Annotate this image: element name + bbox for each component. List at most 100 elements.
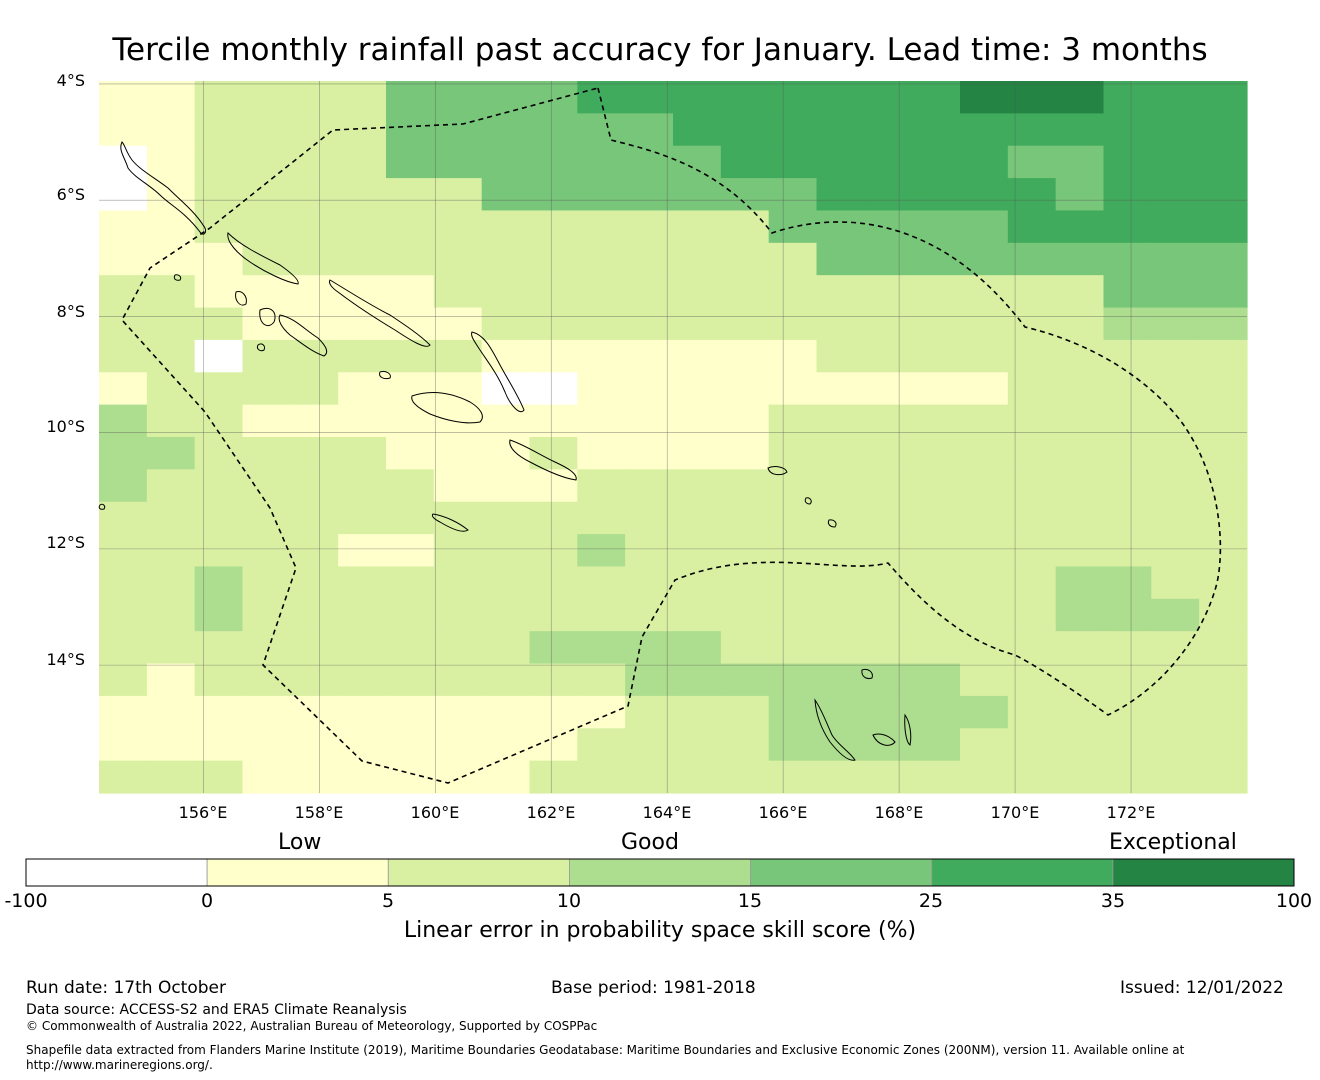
skill-cell	[481, 145, 531, 179]
skill-cell	[99, 113, 148, 147]
skill-cell	[1103, 501, 1152, 535]
skill-cell	[816, 404, 865, 438]
skill-cell	[912, 339, 961, 373]
skill-cell	[768, 663, 818, 697]
skill-cell	[1055, 566, 1105, 600]
skill-cell	[912, 275, 961, 309]
skill-cell	[1007, 404, 1057, 438]
skill-cell	[816, 113, 865, 147]
skill-cell	[1199, 695, 1248, 729]
skill-cell	[577, 339, 626, 373]
skill-cell	[816, 501, 865, 535]
skill-cell	[386, 404, 435, 438]
skill-cell	[1199, 339, 1248, 373]
skill-cell	[338, 760, 387, 794]
skill-cell	[242, 663, 291, 697]
skill-cell	[242, 695, 291, 729]
skill-cell	[338, 242, 387, 276]
skill-cell	[1199, 760, 1248, 794]
skill-cell	[338, 631, 387, 665]
skill-cell	[433, 566, 483, 600]
skill-cell	[864, 598, 913, 632]
skill-cell	[1103, 210, 1152, 244]
shapefile-url: http://www.marineregions.org/.	[26, 1058, 213, 1072]
skill-cell	[768, 695, 818, 729]
skill-cell	[386, 631, 435, 665]
skill-cell	[1199, 81, 1248, 114]
colorbar-segment	[25, 858, 208, 887]
skill-cell	[768, 631, 818, 665]
skill-cell	[625, 501, 674, 535]
data-source: Data source: ACCESS-S2 and ERA5 Climate …	[26, 1002, 407, 1018]
skill-cell	[386, 242, 435, 276]
skill-cell	[720, 178, 770, 212]
skill-cell	[864, 145, 913, 179]
skill-cell	[912, 534, 961, 568]
skill-cell	[242, 760, 291, 794]
lon-label-172e: 172°E	[1106, 803, 1156, 822]
skill-cell	[768, 728, 818, 762]
skill-cell	[481, 728, 531, 762]
skill-cell	[864, 275, 913, 309]
skill-cell	[242, 113, 291, 147]
skill-cell	[960, 501, 1009, 535]
skill-cell	[720, 598, 770, 632]
island-malakula	[872, 733, 896, 746]
skill-cell	[625, 566, 674, 600]
skill-cell	[529, 469, 578, 503]
skill-cell	[386, 663, 435, 697]
skill-cell	[99, 501, 148, 535]
skill-cell	[433, 307, 483, 341]
skill-cell	[625, 631, 674, 665]
skill-cell	[864, 501, 913, 535]
skill-cell	[1199, 598, 1248, 632]
skill-cell	[386, 598, 435, 632]
skill-cell	[912, 663, 961, 697]
colorbar-border	[25, 858, 1295, 887]
skill-cell	[577, 404, 626, 438]
skill-cell	[768, 760, 818, 794]
skill-cell	[720, 113, 770, 147]
skill-cell	[816, 663, 865, 697]
skill-cell	[1199, 534, 1248, 568]
skill-cell	[1151, 501, 1200, 535]
skill-cell	[99, 275, 148, 309]
skill-cell	[816, 534, 865, 568]
skill-cell	[1151, 339, 1200, 373]
skill-cell	[577, 113, 626, 147]
skill-cell	[960, 242, 1009, 276]
skill-cell	[960, 210, 1009, 244]
island-small-1	[804, 497, 812, 505]
skill-cell	[1055, 178, 1105, 212]
skill-cell	[625, 210, 674, 244]
skill-cell	[481, 404, 531, 438]
island-bougainville	[120, 141, 207, 235]
skill-cell	[960, 437, 1009, 470]
skill-cell	[1007, 695, 1057, 729]
island-coastlines	[98, 141, 912, 761]
skill-cell	[1199, 501, 1248, 535]
skill-cell	[1199, 469, 1248, 503]
skill-cell	[1199, 437, 1248, 470]
skill-cell	[386, 339, 435, 373]
skill-cell	[1007, 372, 1057, 406]
skill-cell	[99, 242, 148, 276]
skill-cell	[673, 437, 722, 470]
skill-cell	[386, 469, 435, 503]
skill-cell	[146, 81, 196, 114]
skill-cell	[242, 404, 291, 438]
skill-cell	[481, 113, 531, 147]
skill-cell	[912, 631, 961, 665]
skill-cell	[194, 145, 244, 179]
skill-cell	[816, 339, 865, 373]
skill-cell	[290, 437, 339, 470]
skill-cell	[386, 178, 435, 212]
skill-cell	[1103, 728, 1152, 762]
skill-cell	[481, 534, 531, 568]
skill-cell	[1055, 598, 1105, 632]
skill-cell	[338, 178, 387, 212]
skill-cell	[768, 437, 818, 470]
skill-cell	[1007, 469, 1057, 503]
skill-cell	[146, 469, 196, 503]
skill-cell	[864, 695, 913, 729]
